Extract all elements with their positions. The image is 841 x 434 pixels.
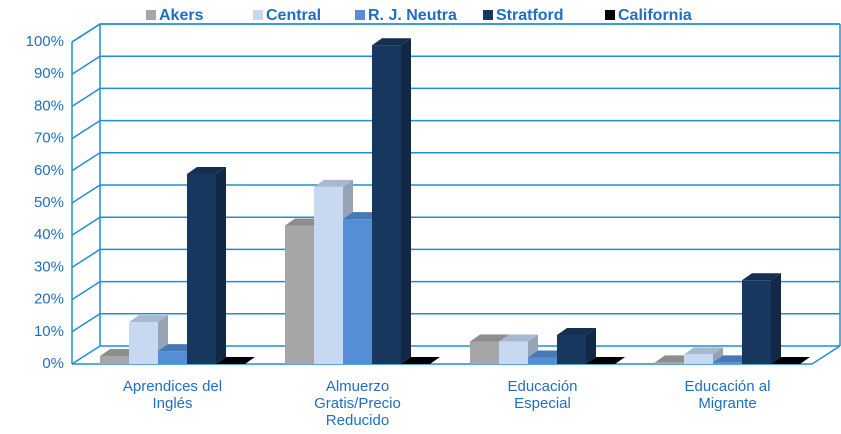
bar-front	[158, 351, 187, 364]
bar-side	[401, 38, 411, 364]
x-tick-label: Almuerzo Gratis/Precio Reducido	[314, 378, 401, 429]
y-tick-label: 40%	[34, 226, 64, 243]
bar-side	[586, 328, 596, 364]
grid-line	[71, 152, 840, 172]
y-tick-label: 80%	[34, 97, 64, 114]
bar-front	[187, 174, 216, 364]
grid-line	[71, 23, 840, 43]
bar-top	[470, 334, 509, 342]
bar-top	[771, 357, 810, 364]
legend-label: California	[618, 7, 692, 24]
legend-swatch	[355, 10, 365, 20]
bar	[187, 167, 226, 364]
bar	[771, 357, 810, 364]
grid-line	[71, 248, 840, 269]
y-tick-label: 90%	[34, 65, 64, 82]
bar-top	[216, 357, 255, 364]
bar-top	[372, 38, 411, 46]
legend-swatch	[605, 10, 615, 20]
bar	[557, 328, 596, 364]
grid-line	[71, 280, 840, 301]
bar-top	[187, 167, 226, 175]
legend-label: R. J. Neutra	[368, 7, 457, 24]
bar	[684, 347, 723, 364]
bar-front	[285, 225, 314, 364]
legend-label: Central	[266, 7, 321, 24]
bar-front	[100, 355, 129, 364]
back-wall	[71, 23, 840, 43]
legend-label: Stratford	[496, 7, 564, 24]
bar-front	[314, 186, 343, 364]
grid-line	[71, 216, 840, 236]
bar-front	[684, 354, 713, 364]
bar-top	[557, 328, 596, 336]
bar-side	[713, 347, 723, 364]
y-tick-label: 60%	[34, 162, 64, 179]
bar	[129, 315, 168, 364]
grid-line	[71, 55, 840, 75]
bar-front	[528, 357, 557, 364]
bar-top	[499, 334, 538, 342]
legend-swatch	[483, 10, 493, 20]
bar	[372, 38, 411, 364]
y-tick-label: 70%	[34, 130, 64, 147]
bar-side	[216, 167, 226, 364]
bar-top	[684, 347, 723, 355]
bar-top	[742, 273, 781, 281]
bar	[216, 357, 255, 364]
bar-front	[372, 45, 401, 364]
bar-side	[771, 273, 781, 364]
grid-line	[71, 119, 840, 140]
bar-front	[499, 341, 528, 364]
y-tick-label: 30%	[34, 258, 64, 275]
bar-front	[470, 341, 499, 364]
bar-top	[314, 179, 353, 187]
legend-swatch	[253, 10, 263, 20]
bar	[586, 357, 625, 364]
bar-front	[655, 362, 684, 364]
y-tick-label: 10%	[34, 323, 64, 340]
bar-front	[742, 280, 771, 364]
y-tick-label: 0%	[42, 355, 64, 372]
bar	[401, 357, 440, 364]
bar-front	[129, 322, 158, 364]
legend-label: Akers	[159, 7, 204, 24]
bar-top	[586, 357, 625, 364]
grid-line	[71, 87, 840, 108]
x-tick-label: Educación Especial	[507, 378, 578, 412]
bar-front	[343, 219, 372, 364]
x-tick-label: Aprendices del Inglés	[122, 378, 223, 412]
y-tick-label: 20%	[34, 291, 64, 308]
bar-top	[129, 315, 168, 323]
grid-line	[71, 313, 840, 333]
x-tick-label: Educación al Migrante	[684, 378, 771, 412]
legend-swatch	[146, 10, 156, 20]
bar-top	[401, 357, 440, 364]
bar-front	[557, 335, 586, 364]
grid-line	[71, 184, 840, 204]
y-tick-label: 100%	[26, 33, 64, 50]
bar	[742, 273, 781, 364]
bar-front	[713, 362, 742, 364]
y-tick-label: 50%	[34, 194, 64, 211]
